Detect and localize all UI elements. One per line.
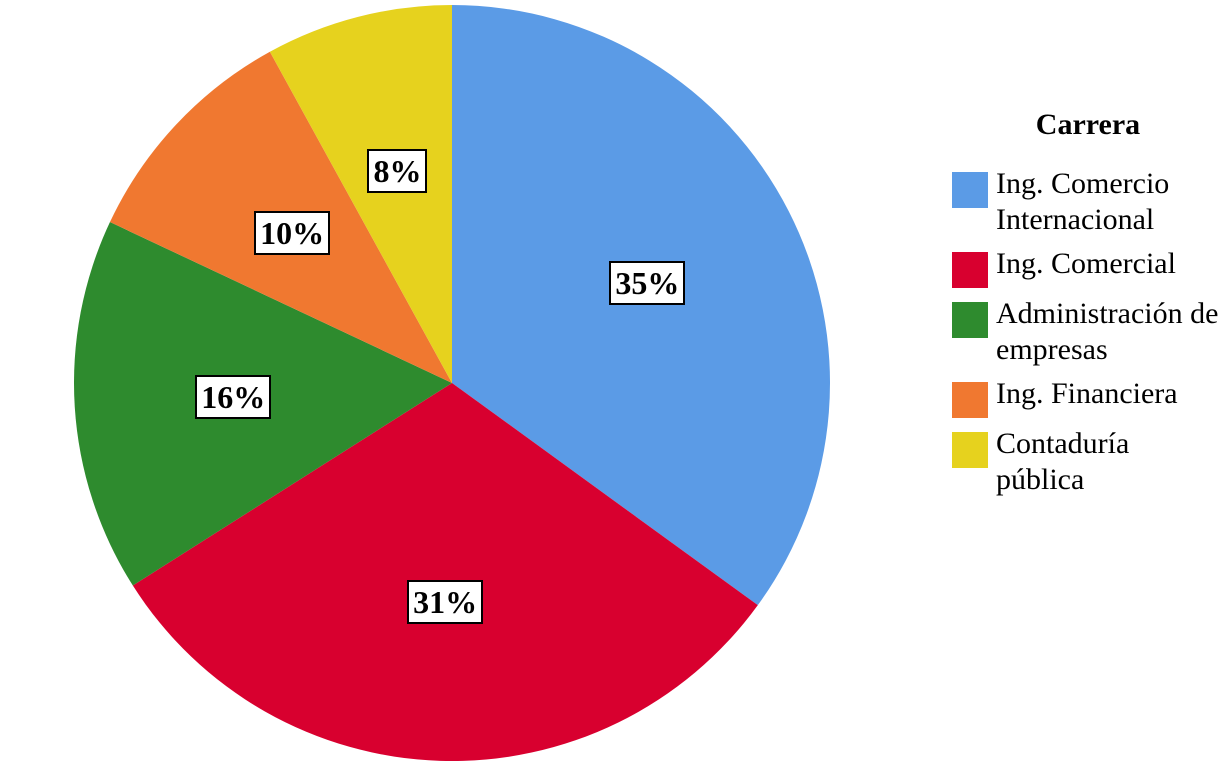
value-label: 10% xyxy=(254,210,331,255)
value-label: 31% xyxy=(407,580,484,625)
legend-label: Ing. Comercial xyxy=(996,247,1176,280)
legend-swatch xyxy=(952,172,988,208)
legend-item: Ing. Financiera xyxy=(952,376,1224,418)
legend-item: Ing. Comercial xyxy=(952,246,1224,288)
legend-swatch xyxy=(952,382,988,418)
legend-item: Administración de empresas xyxy=(952,296,1224,368)
legend-label: Administración de empresas xyxy=(996,297,1219,366)
legend-swatch xyxy=(952,302,988,338)
legend-swatch xyxy=(952,432,988,468)
pie-slice xyxy=(132,383,758,761)
value-label: 8% xyxy=(367,148,428,193)
pie-slice xyxy=(269,4,452,383)
legend-item: Ing. Comercio Internacional xyxy=(952,166,1224,238)
value-label: 35% xyxy=(609,261,686,306)
legend-label: Contaduría pública xyxy=(996,427,1130,496)
legend-label: Ing. Financiera xyxy=(996,377,1178,410)
legend: Carrera Ing. Comercio Internacional Ing. … xyxy=(952,108,1224,506)
legend-title: Carrera xyxy=(1035,108,1141,141)
legend-swatch xyxy=(952,252,988,288)
legend-item: Contaduría pública xyxy=(952,426,1224,498)
value-label: 16% xyxy=(195,374,272,419)
legend-label: Ing. Comercio Internacional xyxy=(996,167,1170,236)
